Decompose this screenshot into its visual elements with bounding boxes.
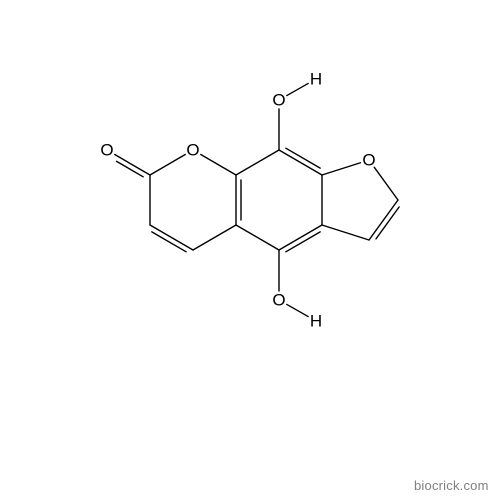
atom-label-o: O — [362, 151, 375, 170]
atom-label-o: O — [272, 91, 285, 110]
atom-label-o: O — [272, 291, 285, 310]
molecule-diagram: O O O O H O H — [0, 0, 500, 500]
atom-label-o: O — [186, 141, 199, 160]
atom-label-h: H — [310, 70, 322, 89]
watermark-text: biocrick.com — [414, 478, 489, 493]
atom-label-h: H — [310, 312, 322, 331]
atom-label-o: O — [100, 141, 113, 160]
